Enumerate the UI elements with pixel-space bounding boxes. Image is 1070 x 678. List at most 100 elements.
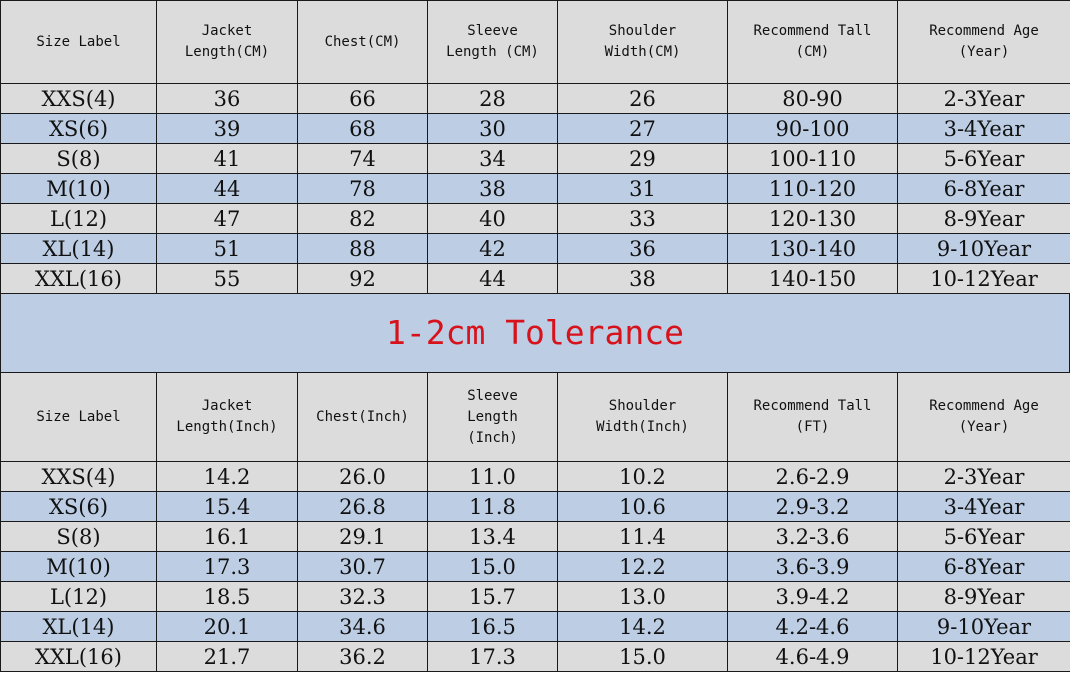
- value-cell: 12.2: [557, 551, 728, 582]
- value-cell: 110-120: [727, 173, 898, 204]
- value-cell: 100-110: [727, 143, 898, 174]
- size-label-cell: M(10): [0, 551, 157, 582]
- value-cell: 30: [427, 113, 558, 144]
- value-cell: 5-6Year: [897, 143, 1070, 174]
- value-cell: 18.5: [156, 581, 298, 612]
- table-row: XS(6) 15.4 26.8 11.8 10.6 2.9-3.2 3-4Year: [0, 491, 1070, 522]
- value-cell: 4.6-4.9: [727, 641, 898, 672]
- value-cell: 21.7: [156, 641, 298, 672]
- size-label-cell: S(8): [0, 143, 157, 174]
- table-row: XXL(16) 21.7 36.2 17.3 15.0 4.6-4.9 10-12Year: [0, 641, 1070, 672]
- size-label-cell: S(8): [0, 521, 157, 552]
- value-cell: 11.4: [557, 521, 728, 552]
- value-cell: 120-130: [727, 203, 898, 234]
- table-row: M(10) 44 78 38 31 110-120 6-8Year: [0, 173, 1070, 204]
- value-cell: 68: [297, 113, 428, 144]
- value-cell: 13.4: [427, 521, 558, 552]
- value-cell: 74: [297, 143, 428, 174]
- value-cell: 3-4Year: [897, 491, 1070, 522]
- value-cell: 2.6-2.9: [727, 461, 898, 492]
- value-cell: 10-12Year: [897, 263, 1070, 294]
- table-row: S(8) 41 74 34 29 100-110 5-6Year: [0, 143, 1070, 174]
- value-cell: 90-100: [727, 113, 898, 144]
- column-header: Size Label: [0, 372, 157, 462]
- tolerance-banner: 1-2cm Tolerance: [0, 294, 1070, 372]
- value-cell: 38: [427, 173, 558, 204]
- table-row: XS(6) 39 68 30 27 90-100 3-4Year: [0, 113, 1070, 144]
- column-header: Recommend Tall (CM): [727, 0, 898, 84]
- value-cell: 11.0: [427, 461, 558, 492]
- value-cell: 92: [297, 263, 428, 294]
- column-header: Recommend Age (Year): [897, 372, 1070, 462]
- value-cell: 31: [557, 173, 728, 204]
- value-cell: 3.2-3.6: [727, 521, 898, 552]
- value-cell: 16.1: [156, 521, 298, 552]
- column-header: Chest(Inch): [297, 372, 428, 462]
- table-row: XXS(4) 36 66 28 26 80-90 2-3Year: [0, 83, 1070, 114]
- value-cell: 8-9Year: [897, 203, 1070, 234]
- size-label-cell: XS(6): [0, 113, 157, 144]
- table-row: S(8) 16.1 29.1 13.4 11.4 3.2-3.6 5-6Year: [0, 521, 1070, 552]
- value-cell: 34.6: [297, 611, 428, 642]
- size-label-cell: XXL(16): [0, 641, 157, 672]
- value-cell: 3.6-3.9: [727, 551, 898, 582]
- value-cell: 8-9Year: [897, 581, 1070, 612]
- value-cell: 26: [557, 83, 728, 114]
- size-label-cell: L(12): [0, 581, 157, 612]
- column-header: Sleeve Length (Inch): [427, 372, 558, 462]
- table-row: M(10) 17.3 30.7 15.0 12.2 3.6-3.9 6-8Year: [0, 551, 1070, 582]
- table-row: XL(14) 20.1 34.6 16.5 14.2 4.2-4.6 9-10Year: [0, 611, 1070, 642]
- value-cell: 3.9-4.2: [727, 581, 898, 612]
- value-cell: 26.0: [297, 461, 428, 492]
- value-cell: 82: [297, 203, 428, 234]
- size-label-cell: M(10): [0, 173, 157, 204]
- value-cell: 29: [557, 143, 728, 174]
- value-cell: 47: [156, 203, 298, 234]
- size-chart-inch: Size Label Jacket Length(Inch) Chest(Inch)…: [0, 372, 1070, 672]
- value-cell: 15.0: [557, 641, 728, 672]
- value-cell: 14.2: [557, 611, 728, 642]
- value-cell: 15.7: [427, 581, 558, 612]
- size-label-cell: XXL(16): [0, 263, 157, 294]
- value-cell: 40: [427, 203, 558, 234]
- value-cell: 30.7: [297, 551, 428, 582]
- value-cell: 51: [156, 233, 298, 264]
- value-cell: 32.3: [297, 581, 428, 612]
- value-cell: 15.4: [156, 491, 298, 522]
- value-cell: 36: [557, 233, 728, 264]
- size-label-cell: XS(6): [0, 491, 157, 522]
- value-cell: 33: [557, 203, 728, 234]
- value-cell: 17.3: [427, 641, 558, 672]
- value-cell: 44: [427, 263, 558, 294]
- header-row: Size Label Jacket Length(Inch) Chest(Inch)…: [0, 372, 1070, 462]
- value-cell: 78: [297, 173, 428, 204]
- value-cell: 27: [557, 113, 728, 144]
- value-cell: 3-4Year: [897, 113, 1070, 144]
- value-cell: 10-12Year: [897, 641, 1070, 672]
- value-cell: 17.3: [156, 551, 298, 582]
- column-header: Shoulder Width(Inch): [557, 372, 728, 462]
- value-cell: 42: [427, 233, 558, 264]
- value-cell: 2-3Year: [897, 83, 1070, 114]
- value-cell: 2-3Year: [897, 461, 1070, 492]
- size-label-cell: XL(14): [0, 611, 157, 642]
- value-cell: 10.2: [557, 461, 728, 492]
- value-cell: 140-150: [727, 263, 898, 294]
- value-cell: 34: [427, 143, 558, 174]
- value-cell: 80-90: [727, 83, 898, 114]
- header-row: Size Label Jacket Length(CM) Chest(CM) Slee…: [0, 0, 1070, 84]
- size-label-cell: XXS(4): [0, 461, 157, 492]
- value-cell: 39: [156, 113, 298, 144]
- value-cell: 130-140: [727, 233, 898, 264]
- value-cell: 6-8Year: [897, 173, 1070, 204]
- value-cell: 38: [557, 263, 728, 294]
- column-header: Chest(CM): [297, 0, 428, 84]
- value-cell: 26.8: [297, 491, 428, 522]
- table-row: L(12) 47 82 40 33 120-130 8-9Year: [0, 203, 1070, 234]
- value-cell: 66: [297, 83, 428, 114]
- column-header: Recommend Tall (FT): [727, 372, 898, 462]
- value-cell: 16.5: [427, 611, 558, 642]
- value-cell: 55: [156, 263, 298, 294]
- value-cell: 6-8Year: [897, 551, 1070, 582]
- column-header: Sleeve Length (CM): [427, 0, 558, 84]
